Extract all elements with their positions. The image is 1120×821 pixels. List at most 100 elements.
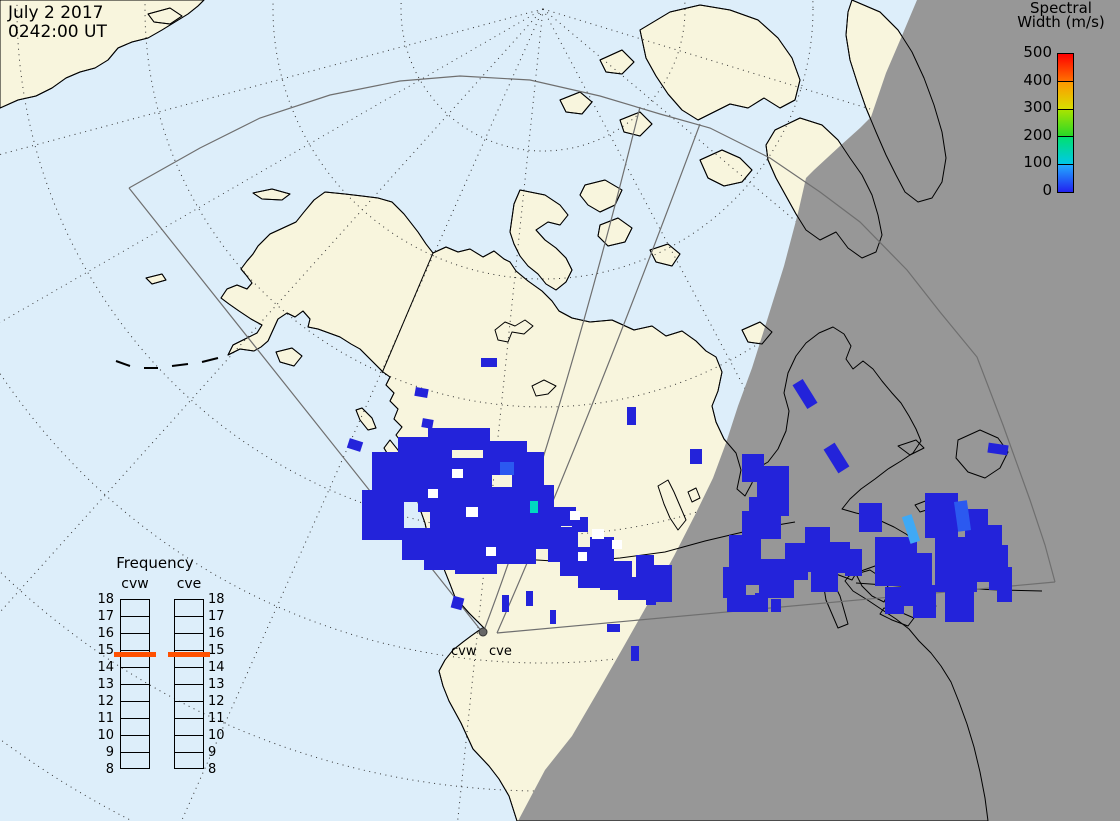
radar-cell <box>500 462 514 475</box>
frequency-tick-left: 18 <box>97 592 114 607</box>
frequency-ladder-cell <box>121 651 149 668</box>
frequency-ladder-cell <box>175 600 203 617</box>
frequency-ladder-cell <box>175 634 203 651</box>
radar-cell <box>450 595 465 611</box>
frequency-ladder-cvw <box>120 599 150 769</box>
radar-cell <box>811 571 838 592</box>
frequency-ladder-cell <box>175 617 203 634</box>
radar-cell <box>727 595 760 612</box>
radar-cell <box>466 507 478 517</box>
radar-cell <box>550 610 556 624</box>
island-haida-gwaii <box>355 407 377 431</box>
radar-cell <box>913 585 936 618</box>
frequency-tick-right: 12 <box>208 694 225 709</box>
frequency-marker-cvw <box>114 652 156 657</box>
coastlines-overlay <box>0 0 1009 821</box>
backscatter-cells <box>346 358 1012 661</box>
colorbar-segment <box>1058 164 1073 192</box>
radar-cell <box>652 565 672 602</box>
island <box>599 49 635 75</box>
radar-cell <box>785 543 808 580</box>
frequency-ladder-cell <box>175 719 203 736</box>
colorbar-tick-label: 100 <box>1023 153 1052 172</box>
frequency-tick-left: 16 <box>97 626 114 641</box>
radar-cell <box>925 493 958 538</box>
colorbar-tick-label: 300 <box>1023 98 1052 117</box>
frequency-column-label-cve: cve <box>176 576 202 592</box>
radar-cell <box>346 438 364 452</box>
colorbar-segment <box>1058 54 1073 81</box>
radar-cell <box>486 547 496 556</box>
radar-cell <box>823 442 850 474</box>
radar-label-cve: cve <box>489 644 512 659</box>
frequency-ladder-cell <box>175 753 203 770</box>
frequency-tick-right: 11 <box>208 711 225 726</box>
frequency-ladder-cell <box>121 702 149 719</box>
island-devon <box>699 149 753 187</box>
radar-cell <box>723 567 746 598</box>
landmass-chukotka <box>0 0 205 109</box>
radar-cell <box>859 503 882 532</box>
frequency-tick-left: 11 <box>97 711 114 726</box>
radar-cell <box>935 537 977 592</box>
datetime-stamp: July 2 2017 0242:00 UT <box>8 4 107 42</box>
island <box>619 111 653 137</box>
frequency-ladder-cell <box>121 685 149 702</box>
landmass-greenland <box>845 0 947 203</box>
radar-cell <box>592 529 604 539</box>
radar-cell <box>362 490 404 540</box>
frequency-tick-right: 14 <box>208 660 225 675</box>
frequency-ladder-cell <box>121 617 149 634</box>
island <box>252 188 291 201</box>
colorbar-title: Spectral Width (m/s) <box>1004 1 1118 30</box>
frequency-tick-right: 8 <box>208 762 217 777</box>
frequency-ladder-cell <box>175 685 203 702</box>
radar-cell <box>805 527 830 572</box>
colorbar-tick-label: 400 <box>1023 70 1052 89</box>
fan-inner-edge-cve <box>496 123 701 634</box>
island <box>145 273 167 285</box>
radar-cell <box>494 527 536 564</box>
radar-cell <box>885 587 904 614</box>
frequency-ladder-cell <box>175 736 203 753</box>
lake-winnipeg <box>657 479 687 531</box>
colorbar-tick-label: 0 <box>1042 181 1052 199</box>
frequency-tick-left: 12 <box>97 694 114 709</box>
island-baffin <box>765 117 883 259</box>
frequency-ladder-cell <box>121 719 149 736</box>
radar-cell <box>530 501 538 513</box>
radar-cell <box>452 469 463 478</box>
island-anticosti <box>897 439 925 456</box>
frequency-panel-title: Frequency <box>116 554 194 572</box>
fan-inner-edge-cvw <box>482 106 641 634</box>
date-label: July 2 2017 <box>8 3 104 23</box>
frequency-tick-right: 18 <box>208 592 225 607</box>
radar-cell <box>829 542 850 573</box>
island <box>559 91 593 115</box>
colorbar-gradient <box>1057 53 1074 193</box>
landmasses <box>0 0 1009 821</box>
radar-cell <box>428 428 490 450</box>
frequency-tick-right: 10 <box>208 728 225 743</box>
island-ellesmere <box>639 4 801 121</box>
radar-cell <box>749 497 781 539</box>
radar-cell <box>481 358 497 367</box>
island <box>147 7 183 25</box>
latitude-circle <box>272 0 814 280</box>
frequency-ladder-cell <box>175 651 203 668</box>
radar-cell <box>570 511 580 520</box>
lake-great-bear <box>494 319 534 343</box>
radar-cell <box>742 511 753 538</box>
island-southampton <box>741 321 773 345</box>
frequency-tick-left: 17 <box>97 609 114 624</box>
island-kodiak <box>275 347 303 367</box>
aleutian-islands <box>115 357 219 369</box>
frequency-tick-right: 9 <box>208 745 217 760</box>
time-label: 0242:00 UT <box>8 22 107 42</box>
frequency-ladder-cve <box>174 599 204 769</box>
frequency-ladder-cell <box>121 634 149 651</box>
radar-cell <box>590 537 614 564</box>
radar-site-dot <box>478 627 488 637</box>
island-newfoundland <box>955 429 1009 479</box>
